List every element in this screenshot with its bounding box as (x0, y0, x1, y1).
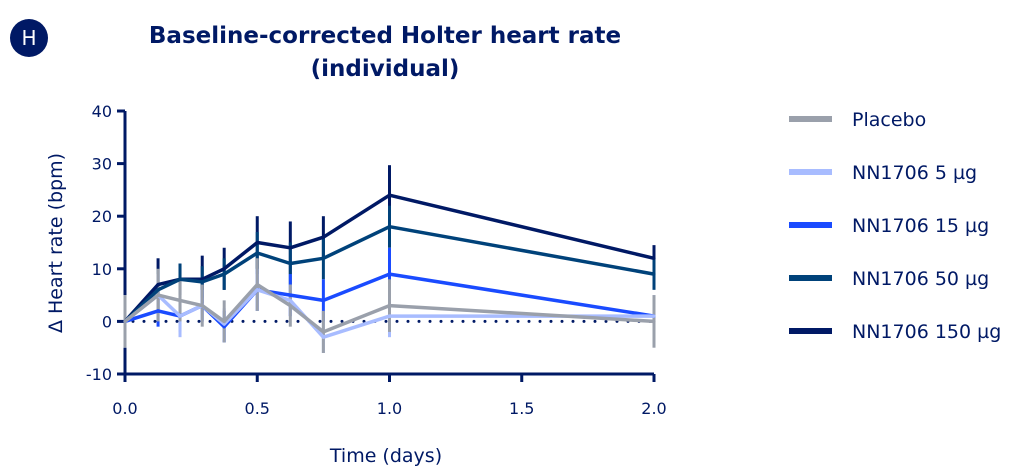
data-point-placebo (200, 304, 204, 308)
data-point-nn1706-150-g (321, 235, 325, 239)
data-point-placebo (321, 330, 325, 334)
chart-title: Baseline-corrected Holter heart rate (148, 23, 622, 49)
legend-label-placebo: Placebo (852, 109, 926, 131)
data-point-nn1706-50-g (321, 256, 325, 260)
data-point-nn1706-150-g (156, 282, 160, 287)
x-tick-label: 2.0 (641, 399, 666, 418)
data-point-nn1706-50-g (222, 272, 226, 276)
x-tick-label: 1.5 (509, 399, 534, 418)
data-point-nn1706-50-g (652, 272, 656, 276)
data-point-placebo (178, 298, 182, 302)
data-point-nn1706-50-g (387, 225, 392, 229)
x-tick-label: 0.0 (112, 399, 137, 418)
data-point-nn1706-15-g (387, 272, 392, 276)
data-point-nn1706-150-g (222, 267, 226, 271)
chart-title-block: Baseline-corrected Holter heart rate (in… (110, 20, 660, 86)
data-point-nn1706-15-g (288, 293, 292, 297)
data-point-placebo (123, 319, 127, 323)
data-point-nn1706-50-g (200, 280, 204, 284)
data-point-placebo (255, 282, 259, 287)
legend-label-nn1706-5-g: NN1706 5 µg (852, 162, 977, 184)
data-point-nn1706-5-g (178, 314, 182, 318)
data-point-nn1706-50-g (288, 261, 292, 266)
legend-label-nn1706-50-g: NN1706 50 µg (852, 268, 989, 290)
data-point-nn1706-150-g (255, 240, 259, 245)
x-axis-title: Time (days) (329, 445, 442, 467)
x-tick-label: 0.5 (245, 399, 270, 418)
data-point-nn1706-5-g (387, 314, 392, 318)
data-point-nn1706-15-g (222, 325, 226, 329)
data-point-placebo (288, 304, 292, 308)
data-point-nn1706-5-g (652, 314, 656, 318)
data-point-placebo (652, 319, 656, 323)
legend-label-nn1706-150-g: NN1706 150 µg (852, 321, 1001, 343)
data-point-nn1706-150-g (387, 193, 392, 197)
data-point-nn1706-15-g (156, 309, 160, 313)
y-tick-label: 0 (102, 312, 112, 331)
series-line-placebo (123, 282, 655, 334)
legend-swatch-nn1706-150-g (789, 328, 832, 334)
data-point-nn1706-50-g (255, 251, 259, 255)
y-axis-title: Δ Heart rate (bpm) (45, 153, 67, 333)
series-group (123, 165, 656, 353)
panel-badge-letter: H (21, 26, 37, 50)
data-point-nn1706-150-g (288, 246, 292, 250)
data-point-nn1706-50-g (178, 277, 182, 281)
legend-swatch-nn1706-50-g (789, 275, 832, 281)
data-point-nn1706-15-g (321, 298, 325, 302)
y-tick-label: 30 (92, 155, 112, 174)
series-line-nn1706-150-g (123, 193, 655, 323)
panel-badge: H (10, 19, 48, 57)
chart-subtitle: (individual) (310, 56, 460, 82)
data-point-nn1706-50-g (156, 288, 160, 292)
y-tick-label: -10 (86, 365, 112, 384)
data-point-nn1706-5-g (222, 322, 226, 326)
legend-label-nn1706-15-g: NN1706 15 µg (852, 215, 989, 237)
legend-swatch-nn1706-5-g (789, 169, 832, 175)
data-point-nn1706-5-g (255, 288, 259, 292)
legend: Placebo NN1706 5 µg NN1706 15 µg NN1706 50 … (789, 109, 1001, 343)
series-line-nn1706-50-g (123, 224, 655, 323)
y-tick-label: 40 (92, 102, 112, 121)
data-point-placebo (156, 293, 160, 297)
data-point-placebo (387, 304, 392, 308)
data-point-nn1706-5-g (288, 298, 292, 302)
data-point-nn1706-150-g (652, 256, 656, 260)
x-tick-label: 1.0 (377, 399, 402, 418)
data-point-placebo (222, 319, 226, 323)
series-line-nn1706-5-g (123, 288, 654, 339)
legend-swatch-placebo (789, 116, 832, 122)
axes: -10 0 10 20 30 40 0.0 0.5 1.0 1.5 2.0 (86, 102, 667, 418)
y-tick-label: 20 (92, 207, 112, 226)
y-tick-label: 10 (92, 260, 112, 279)
legend-swatch-nn1706-15-g (789, 222, 832, 228)
data-point-nn1706-5-g (321, 335, 325, 339)
